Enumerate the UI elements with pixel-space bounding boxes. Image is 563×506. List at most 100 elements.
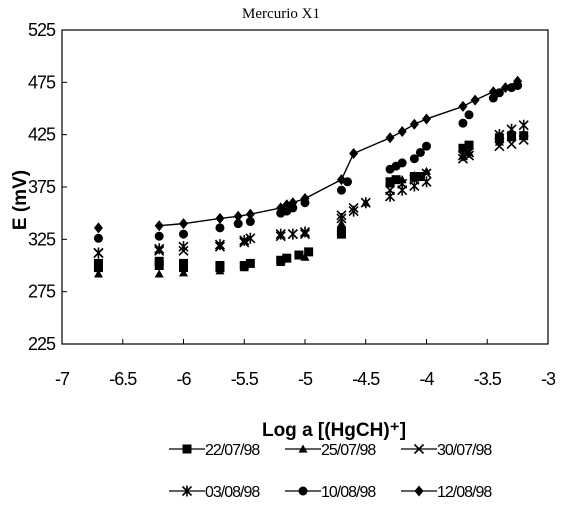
x-tick-label: -6.5 <box>109 369 137 389</box>
data-point-circle <box>93 233 103 243</box>
legend: 22/07/98 25/07/98 30/07/98 03/08/98 10/08/98… <box>169 442 493 501</box>
y-tick-label: 375 <box>28 177 56 197</box>
data-point-asterisk <box>518 119 529 131</box>
x-tick-label: -5 <box>298 369 313 389</box>
y-tick-label: 475 <box>28 72 56 92</box>
data-point-asterisk <box>384 190 396 202</box>
data-point-circle <box>397 158 407 168</box>
x-tick-label: -3.5 <box>474 369 502 389</box>
data-point-diamond <box>397 126 407 138</box>
legend-item: 30/07/98 <box>401 442 493 459</box>
data-point-asterisk <box>457 150 469 162</box>
data-point-diamond <box>154 220 164 232</box>
series-line-segment <box>183 217 221 225</box>
y-axis-label: E (mV) <box>10 170 31 230</box>
data-point-diamond <box>349 148 359 160</box>
data-point-asterisk <box>506 123 517 135</box>
data-point-asterisk <box>287 228 298 240</box>
data-point-asterisk <box>93 247 104 259</box>
legend-label: 25/07/98 <box>321 442 376 459</box>
data-point-circle <box>464 110 474 120</box>
series-asterisk <box>93 119 529 259</box>
data-point-circle <box>409 154 419 164</box>
data-point-diamond <box>385 132 395 144</box>
legend-label: 03/08/98 <box>205 484 260 501</box>
data-point-diamond <box>179 218 188 230</box>
data-point-diamond <box>470 94 480 106</box>
data-point-triangle <box>215 266 225 275</box>
legend-item: 22/07/98 <box>169 442 261 459</box>
data-point-circle <box>233 219 243 229</box>
y-tick-label: 275 <box>28 282 56 302</box>
data-point-asterisk <box>245 232 256 244</box>
series-line-segment <box>353 137 391 155</box>
data-series <box>93 75 529 278</box>
series-circle <box>93 80 523 243</box>
data-point-diamond <box>245 208 255 220</box>
legend-item: 10/08/98 <box>285 484 377 501</box>
data-point-diamond <box>215 212 225 224</box>
data-point-square <box>391 175 401 185</box>
data-point-asterisk <box>336 212 347 224</box>
legend-marker-square <box>182 444 192 454</box>
legend-marker-asterisk <box>181 485 193 497</box>
data-point-asterisk <box>154 243 165 255</box>
y-tick-label: 225 <box>28 334 56 354</box>
x-tick-label: -4 <box>419 369 434 389</box>
data-point-circle <box>215 223 225 233</box>
data-point-diamond <box>93 222 103 234</box>
x-tick-label: -7 <box>55 369 70 389</box>
data-point-diamond <box>488 86 498 98</box>
data-point-triangle <box>300 252 310 261</box>
x-axis-ticks: -7 -6.5 -6 -5.5 -5 -4.5 -4 -3.5 -3 <box>55 339 557 389</box>
series-diamond <box>93 75 523 234</box>
data-point-square <box>215 261 225 270</box>
data-point-square <box>282 253 292 263</box>
data-point-diamond <box>409 118 419 130</box>
data-point-square <box>458 143 468 153</box>
series-line-segment <box>426 105 464 120</box>
legend-item: 25/07/98 <box>285 442 377 459</box>
data-point-square <box>245 258 255 268</box>
data-point-asterisk <box>360 197 371 209</box>
data-point-triangle <box>422 166 431 175</box>
series-line-segment <box>340 153 355 180</box>
data-point-asterisk <box>463 146 475 158</box>
data-point-triangle <box>239 263 249 272</box>
data-point-circle <box>458 118 468 128</box>
y-tick-label: 425 <box>28 125 56 145</box>
legend-marker-diamond <box>414 485 424 497</box>
chart-title: Mercurio X1 <box>242 6 320 22</box>
series-line-segment <box>304 179 342 200</box>
x-axis-label: Log a [(HgCH)⁺] <box>262 420 406 441</box>
data-point-asterisk <box>421 176 432 188</box>
legend-label: 10/08/98 <box>321 484 376 501</box>
legend-label: 22/07/98 <box>205 442 260 459</box>
data-point-x <box>506 139 517 150</box>
data-point-diamond <box>422 113 431 125</box>
data-point-x <box>421 168 432 179</box>
data-point-square <box>93 258 103 268</box>
data-point-diamond <box>288 197 298 209</box>
data-point-triangle <box>276 257 286 266</box>
data-point-asterisk <box>348 205 359 217</box>
data-point-square <box>179 258 188 268</box>
data-point-square <box>415 172 425 182</box>
data-point-circle <box>179 229 188 239</box>
data-point-asterisk <box>494 129 505 141</box>
data-point-circle <box>245 217 255 227</box>
legend-marker-x <box>413 443 425 455</box>
data-point-diamond <box>500 82 510 94</box>
legend-label: 12/08/98 <box>437 484 492 501</box>
data-point-triangle <box>154 269 164 278</box>
data-point-diamond <box>336 174 346 186</box>
data-point-square <box>336 226 346 236</box>
data-point-triangle <box>179 268 188 277</box>
data-point-diamond <box>300 193 310 205</box>
data-point-circle <box>415 147 425 157</box>
x-tick-label: -3 <box>541 369 556 389</box>
data-point-diamond <box>513 75 523 87</box>
data-point-asterisk <box>214 239 226 251</box>
data-point-diamond <box>458 100 468 112</box>
